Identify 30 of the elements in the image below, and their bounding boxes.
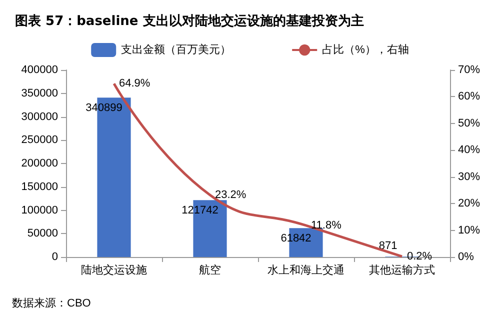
y2-tick-label: 50% [458, 117, 480, 130]
y-tick-label: 100000 [21, 204, 58, 216]
y2-tick-label: 30% [458, 170, 480, 183]
y-tick-label: 300000 [21, 110, 58, 123]
y2-tick-label: 10% [458, 224, 480, 236]
source-note: 数据来源：CBO [12, 296, 92, 310]
x-tick-label: 航空 [199, 264, 221, 276]
y-tick-label: 50000 [27, 228, 58, 240]
y-tick-label: 0 [52, 251, 58, 263]
y-tick-label: 200000 [21, 158, 58, 170]
legend-label: 支出金额（百万美元） [121, 43, 232, 56]
data-label: 11.8% [311, 219, 342, 232]
x-tick-label: 水上和海上交通 [268, 264, 344, 276]
y2-tick-label: 60% [458, 90, 480, 103]
x-tick-label: 陆地交运设施 [81, 264, 147, 276]
data-label: 23.2% [215, 189, 246, 202]
y-tick-label: 400000 [21, 64, 58, 76]
legend-label: 占比（%），右轴 [322, 43, 409, 56]
y-tick-label: 350000 [21, 87, 58, 100]
y2-tick-label: 0% [458, 251, 474, 263]
y2-tick-label: 70% [458, 64, 480, 76]
data-label: 64.9% [119, 78, 150, 90]
y-tick-label: 250000 [21, 134, 58, 146]
y2-tick-label: 40% [458, 144, 480, 156]
chart-title: 图表 57：baseline 支出以对陆地交运设施的基建投资为主 [15, 13, 364, 29]
data-label: 0.2% [407, 250, 432, 262]
y-tick-label: 150000 [21, 180, 58, 193]
x-tick-label: 其他运输方式 [369, 264, 435, 276]
y2-tick-label: 20% [458, 198, 480, 210]
data-label: 871 [378, 240, 398, 252]
